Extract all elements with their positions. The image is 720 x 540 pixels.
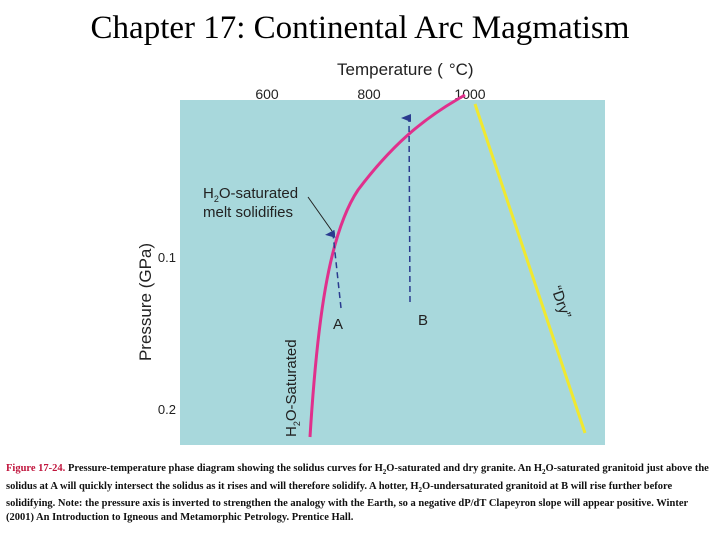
wet-solidus-curve — [308, 93, 466, 438]
phase-diagram: Temperature (°C) 600 800 1000 0.1 0.2 Pr… — [130, 55, 660, 455]
caption-sub-1: 2 — [382, 468, 387, 477]
caption-text-2: O-saturated and dry granite. An H — [386, 463, 542, 474]
wet-curve-label: H2O-Saturated — [283, 339, 302, 437]
caption-text-1: Pressure-temperature phase diagram showi… — [65, 463, 383, 474]
caption-text-3: O-saturated granitoid just above the sol… — [6, 463, 709, 492]
callout-line-1: H2O-saturated — [203, 185, 298, 204]
pressure-axis-title: Pressure (GPa) — [136, 243, 155, 361]
temperature-tick-800: 800 — [357, 86, 381, 102]
callout-line-2: melt solidifies — [203, 204, 293, 221]
dry-solidus-line — [473, 103, 587, 434]
ascent-path-b — [401, 113, 412, 303]
temperature-tick-600: 600 — [255, 86, 279, 102]
slide-title: Chapter 17: Continental Arc Magmatism — [90, 10, 630, 46]
caption-sub-2: 2 — [542, 468, 546, 477]
caption-figure-number: Figure 17-24. — [6, 463, 66, 474]
callout-leader-line — [307, 196, 333, 232]
ascent-path-a — [325, 229, 342, 309]
pressure-tick-0-2: 0.2 — [158, 402, 176, 417]
figure-caption: Figure 17-24. Pressure-temperature phase… — [6, 462, 714, 525]
plot-panel — [180, 100, 605, 445]
point-b-label: B — [418, 312, 428, 329]
caption-text-4: O-undersaturated granitoid at B will ris… — [6, 480, 688, 523]
point-a-label: A — [333, 316, 343, 333]
temperature-axis-title: Temperature (°C) — [337, 60, 474, 79]
pressure-tick-0-1: 0.1 — [158, 250, 176, 265]
caption-sub-3: 2 — [418, 485, 423, 494]
phase-diagram-svg: Temperature (°C) 600 800 1000 0.1 0.2 Pr… — [136, 60, 605, 445]
